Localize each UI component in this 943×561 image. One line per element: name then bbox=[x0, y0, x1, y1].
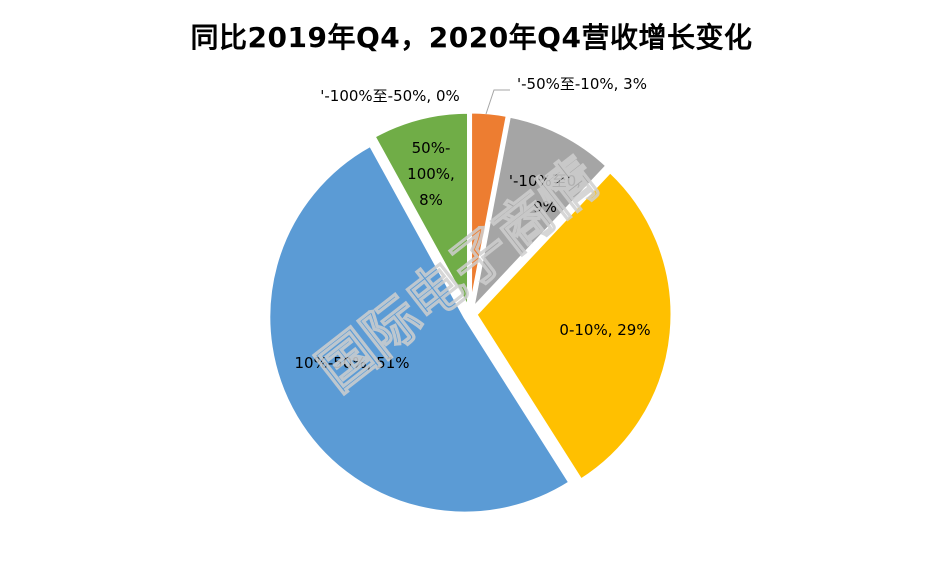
data-label: 50%-100%, 8% bbox=[407, 139, 455, 209]
data-label: '-50%至-10%, 3% bbox=[517, 75, 647, 93]
pie-slice bbox=[267, 143, 572, 515]
pie-slices bbox=[267, 110, 674, 515]
data-labels: '-100%至-50%, 0% '-50%至-10%, 3% '-10%至0, 9% 0… bbox=[295, 75, 651, 372]
leader-line bbox=[485, 89, 510, 115]
leader-lines bbox=[485, 89, 510, 115]
pie-slice bbox=[471, 114, 609, 311]
pie-slice bbox=[474, 170, 674, 482]
pie-slice bbox=[469, 110, 509, 310]
data-label: '-10%至0, 9% bbox=[509, 172, 581, 216]
data-label: 0-10%, 29% bbox=[559, 321, 650, 339]
pie-slice bbox=[372, 110, 471, 310]
chart-title: 同比2019年Q4，2020年Q4营收增长变化 bbox=[190, 21, 753, 54]
data-label: 10%-50%, 51% bbox=[295, 354, 410, 372]
data-label: '-100%至-50%, 0% bbox=[320, 87, 460, 105]
